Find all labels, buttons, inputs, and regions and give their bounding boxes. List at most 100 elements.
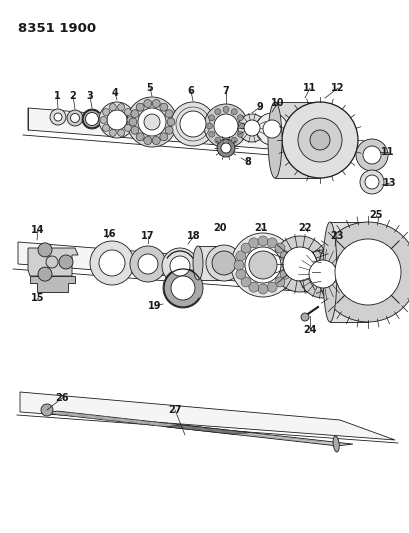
Circle shape <box>279 269 290 279</box>
Circle shape <box>160 133 167 141</box>
Circle shape <box>127 97 177 147</box>
Circle shape <box>152 136 160 144</box>
Circle shape <box>165 110 173 118</box>
Circle shape <box>99 102 135 138</box>
Circle shape <box>41 404 53 416</box>
Polygon shape <box>20 392 394 440</box>
Circle shape <box>90 241 134 285</box>
Circle shape <box>208 131 214 138</box>
Polygon shape <box>42 411 352 446</box>
Circle shape <box>117 130 124 136</box>
Ellipse shape <box>281 102 357 178</box>
Polygon shape <box>28 248 78 276</box>
Circle shape <box>239 123 245 129</box>
Circle shape <box>67 110 83 126</box>
Circle shape <box>359 170 383 194</box>
Text: 20: 20 <box>213 223 226 233</box>
Circle shape <box>180 111 205 137</box>
Circle shape <box>109 130 116 136</box>
Text: 10: 10 <box>271 98 284 108</box>
Circle shape <box>240 277 250 287</box>
Text: 3: 3 <box>86 91 93 101</box>
Circle shape <box>237 114 265 142</box>
Text: 5: 5 <box>146 83 153 93</box>
Circle shape <box>274 277 284 287</box>
Circle shape <box>220 143 230 153</box>
Text: 14: 14 <box>31 225 45 235</box>
Text: 26: 26 <box>55 393 69 403</box>
Circle shape <box>282 247 316 281</box>
Circle shape <box>152 100 160 108</box>
Polygon shape <box>18 242 351 290</box>
Text: 22: 22 <box>297 223 311 233</box>
Circle shape <box>171 276 195 300</box>
Text: 15: 15 <box>31 293 45 303</box>
Circle shape <box>102 109 109 116</box>
Ellipse shape <box>267 102 281 178</box>
Circle shape <box>144 114 160 130</box>
Circle shape <box>308 260 336 288</box>
Circle shape <box>214 138 220 143</box>
Circle shape <box>234 260 243 270</box>
Circle shape <box>297 118 341 162</box>
Circle shape <box>127 117 134 124</box>
Text: 1: 1 <box>54 91 60 101</box>
Circle shape <box>222 140 229 146</box>
Text: 24: 24 <box>303 325 316 335</box>
Circle shape <box>138 108 166 136</box>
Circle shape <box>162 248 198 284</box>
Circle shape <box>267 282 276 292</box>
Circle shape <box>124 124 131 132</box>
Circle shape <box>317 222 409 322</box>
Circle shape <box>99 250 125 276</box>
Circle shape <box>235 251 245 261</box>
Text: 16: 16 <box>103 229 117 239</box>
Circle shape <box>54 113 62 121</box>
Ellipse shape <box>193 246 202 280</box>
Polygon shape <box>30 276 75 292</box>
Circle shape <box>208 115 214 121</box>
Circle shape <box>257 236 267 246</box>
Circle shape <box>165 126 173 134</box>
Circle shape <box>279 251 290 261</box>
Circle shape <box>237 115 243 121</box>
Circle shape <box>214 109 220 115</box>
Circle shape <box>267 238 276 248</box>
Circle shape <box>85 112 98 125</box>
Circle shape <box>364 175 378 189</box>
Circle shape <box>160 103 167 111</box>
Text: 18: 18 <box>187 231 200 241</box>
Circle shape <box>298 250 346 298</box>
Bar <box>274 102 319 178</box>
Circle shape <box>235 269 245 279</box>
Ellipse shape <box>322 222 336 322</box>
Circle shape <box>206 123 212 129</box>
Circle shape <box>231 109 237 115</box>
Circle shape <box>248 251 276 279</box>
Circle shape <box>130 126 139 134</box>
Circle shape <box>222 107 229 112</box>
Circle shape <box>211 251 236 275</box>
Circle shape <box>213 114 237 138</box>
Circle shape <box>46 256 58 268</box>
Circle shape <box>136 103 144 111</box>
Circle shape <box>117 103 124 111</box>
Circle shape <box>362 146 380 164</box>
Circle shape <box>245 247 280 283</box>
Circle shape <box>216 139 234 157</box>
Circle shape <box>102 124 109 132</box>
Bar <box>329 222 367 322</box>
Text: 21: 21 <box>254 223 267 233</box>
Circle shape <box>170 256 189 276</box>
Text: 11: 11 <box>380 147 394 157</box>
Circle shape <box>300 313 308 321</box>
Text: 11: 11 <box>303 83 316 93</box>
Text: 17: 17 <box>141 231 154 241</box>
Circle shape <box>271 236 327 292</box>
Circle shape <box>144 136 151 144</box>
Circle shape <box>38 243 52 257</box>
Circle shape <box>50 109 66 125</box>
Circle shape <box>240 243 250 253</box>
Circle shape <box>136 133 144 141</box>
Circle shape <box>107 110 127 130</box>
